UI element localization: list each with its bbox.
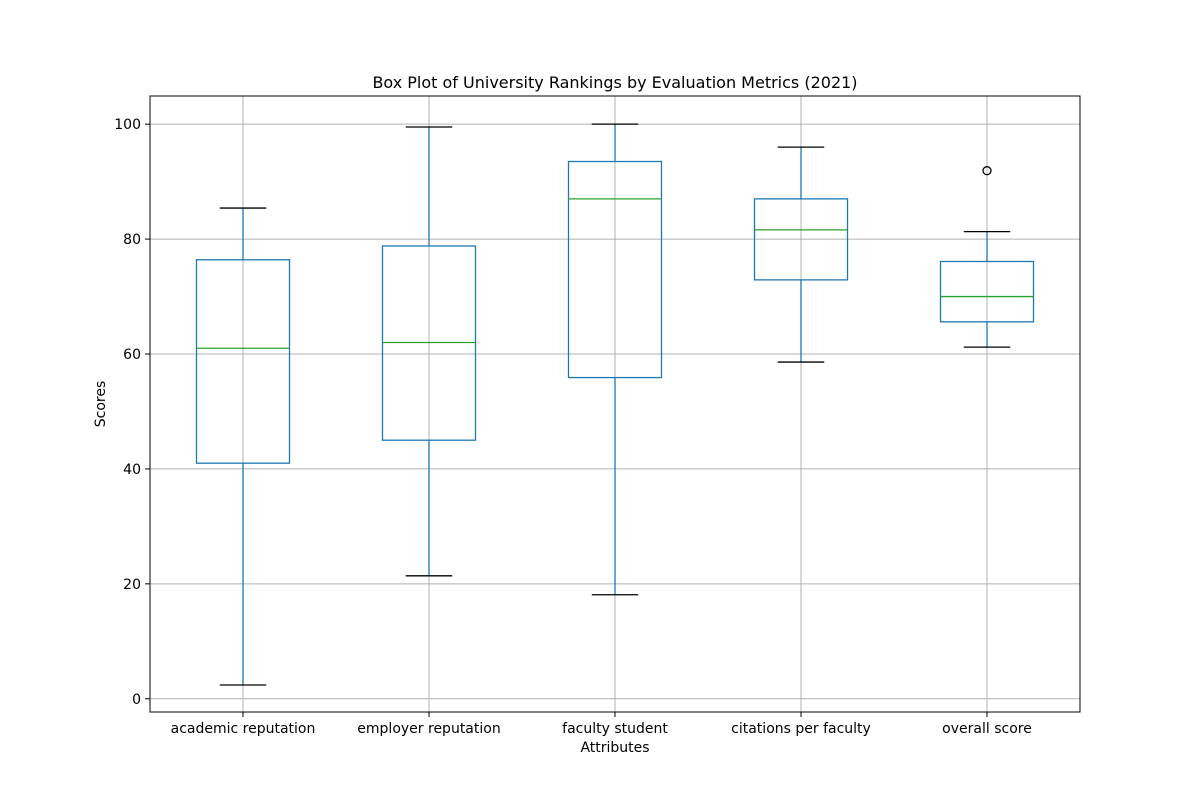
y-tick-label: 80 [123,232,141,248]
x-tick-label: overall score [942,721,1032,737]
tick-layer: 0 20 40 60 80 100 academic reputation employer … [114,117,1032,737]
box-3 [753,146,849,363]
y-tick-label: 0 [132,692,141,708]
chart-title: Box Plot of University Rankings by Evalu… [372,73,857,92]
y-tick-label: 40 [123,462,141,478]
box-0 [195,207,291,686]
box-iqr [753,198,849,281]
box-4 [939,166,1035,348]
box-iqr [567,160,663,379]
x-tick-label: academic reputation [171,721,316,737]
box-iqr [939,260,1035,323]
x-tick-label: faculty student [562,721,668,737]
y-tick-label: 100 [114,117,141,133]
y-axis-label: Scores [93,381,109,428]
box-2 [567,123,663,596]
box-iqr [195,259,291,464]
y-tick-label: 60 [123,347,141,363]
y-tick-label: 20 [123,577,141,593]
x-tick-label: employer reputation [357,721,500,737]
x-tick-label: citations per faculty [731,721,871,737]
outlier-point [982,166,992,176]
box-1 [381,126,477,577]
x-axis-label: Attributes [580,740,649,756]
plot-layer [195,123,1035,686]
